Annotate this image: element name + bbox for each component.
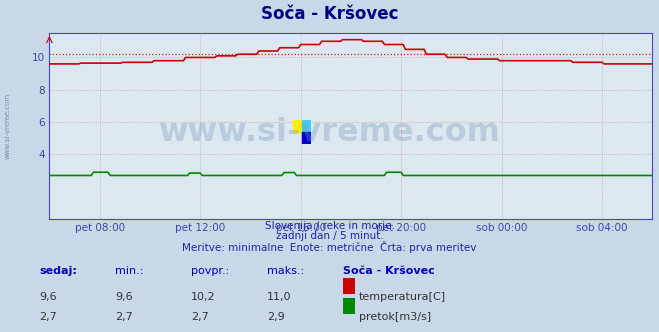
Text: www.si-vreme.com: www.si-vreme.com [159, 117, 500, 148]
Text: 2,7: 2,7 [40, 312, 57, 322]
Bar [302, 132, 311, 144]
Text: Soča - Kršovec: Soča - Kršovec [261, 5, 398, 23]
Text: Soča - Kršovec: Soča - Kršovec [343, 266, 434, 276]
Text: 2,7: 2,7 [191, 312, 209, 322]
Text: 2,9: 2,9 [267, 312, 285, 322]
Text: 10,2: 10,2 [191, 292, 215, 302]
Text: zadnji dan / 5 minut.: zadnji dan / 5 minut. [275, 231, 384, 241]
Text: 11,0: 11,0 [267, 292, 291, 302]
Text: 9,6: 9,6 [40, 292, 57, 302]
Text: maks.:: maks.: [267, 266, 304, 276]
Bar [302, 120, 311, 132]
Text: 9,6: 9,6 [115, 292, 133, 302]
Text: temperatura[C]: temperatura[C] [359, 292, 446, 302]
Text: Meritve: minimalne  Enote: metrične  Črta: prva meritev: Meritve: minimalne Enote: metrične Črta:… [183, 241, 476, 253]
Text: www.si-vreme.com: www.si-vreme.com [5, 93, 11, 159]
Text: sedaj:: sedaj: [40, 266, 77, 276]
Bar [293, 120, 302, 132]
Text: pretok[m3/s]: pretok[m3/s] [359, 312, 431, 322]
Text: min.:: min.: [115, 266, 144, 276]
Text: povpr.:: povpr.: [191, 266, 229, 276]
Text: 2,7: 2,7 [115, 312, 133, 322]
Text: Slovenija / reke in morje.: Slovenija / reke in morje. [264, 221, 395, 231]
